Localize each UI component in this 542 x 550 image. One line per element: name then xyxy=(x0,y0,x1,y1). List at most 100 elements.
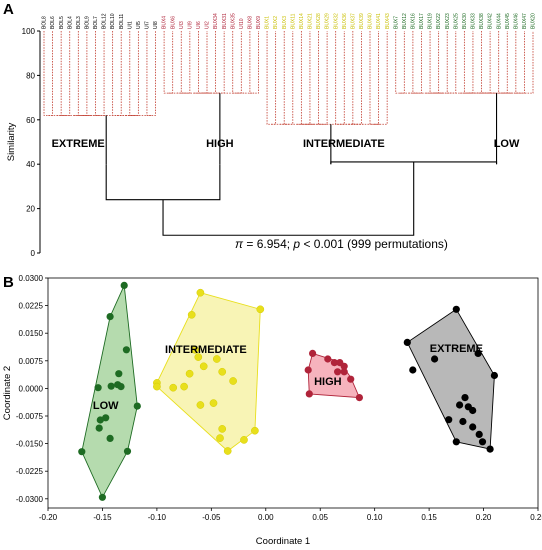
intermediate-point xyxy=(196,288,205,297)
scatter-x-tick-label: 0.10 xyxy=(367,513,383,522)
pi-value: = 6.954; xyxy=(243,237,293,251)
high-point xyxy=(347,375,355,383)
p-value: < 0.001 (999 permutations) xyxy=(300,237,448,251)
scatter-group-label: LOW xyxy=(93,400,119,412)
scatter-y-tick-label: 0.0300 xyxy=(19,274,44,283)
scatter-group-label: INTERMEDIATE xyxy=(165,344,247,356)
scatter-plot-frame xyxy=(47,277,539,509)
low-point xyxy=(133,402,141,410)
scatter-y-tick-label: 0.0225 xyxy=(19,302,44,311)
dendro-leaf-label: BUX47 xyxy=(522,13,528,29)
extreme-point xyxy=(486,445,494,453)
dendro-leaf-label: UI1 xyxy=(127,21,133,29)
dendro-leaf-label: UI8 xyxy=(153,21,159,29)
dendro-leaf-label: BUX14 xyxy=(299,13,305,29)
dendro-leaf-label: BOL11 xyxy=(119,14,125,29)
intermediate-point xyxy=(256,305,265,314)
dendro-leaf-label: BUX39 xyxy=(359,13,365,29)
panel-a-letter: A xyxy=(3,1,14,18)
dendro-high-link xyxy=(232,31,242,94)
scatter-x-label: Coordinate 1 xyxy=(256,536,310,547)
extreme-point xyxy=(409,366,417,374)
dendro-leaf-label: BUX12 xyxy=(402,13,408,29)
extreme-point xyxy=(456,401,464,409)
dendro-intermediate-link xyxy=(369,31,379,125)
high-point xyxy=(309,349,317,357)
dendro-leaf-label: BUX42 xyxy=(488,13,494,29)
dendro-leaf-label: BUX1 xyxy=(265,16,271,29)
dendro-intermediate-link xyxy=(335,31,345,125)
low-point xyxy=(102,414,110,422)
low-point xyxy=(120,281,128,289)
dendro-y-label: Similarity xyxy=(6,122,17,161)
scatter-group-label: EXTREME xyxy=(430,343,483,355)
dendro-extreme-link xyxy=(112,31,122,116)
dendro-intermediate-link xyxy=(374,31,388,125)
dendro-leaf-label: BUX25 xyxy=(453,13,459,29)
intermediate-point xyxy=(191,345,199,354)
dendro-leaf-label: BUX34 xyxy=(213,13,219,29)
low-point xyxy=(106,434,114,442)
extreme-point xyxy=(474,349,482,357)
low-point xyxy=(98,493,106,501)
dendro-leaf-label: BOL6 xyxy=(50,16,56,29)
dendro-leaf-label: BUX41 xyxy=(376,13,382,29)
dendro-leaf-label: BUX20 xyxy=(531,13,537,29)
extreme-point xyxy=(478,438,487,446)
dendro-leaf-label: BUX46 xyxy=(513,13,519,29)
dendro-high-link xyxy=(249,31,259,94)
extreme-point xyxy=(461,394,469,402)
p-symbol: p xyxy=(292,237,300,251)
dendro-intermediate-link xyxy=(300,31,311,125)
scatter-x-tick-label: 0.15 xyxy=(421,513,437,522)
dendro-low-link xyxy=(498,31,508,94)
dendro-leaf-label: BUX33 xyxy=(471,13,477,29)
intermediate-point xyxy=(218,367,227,376)
extreme-point xyxy=(469,406,477,415)
extreme-point xyxy=(403,338,411,346)
high-point xyxy=(330,359,338,367)
dendro-low-link xyxy=(481,31,491,94)
scatter-y-tick-label: -0.0150 xyxy=(16,440,44,449)
scatter-group-label: HIGH xyxy=(314,376,342,388)
dendro-leaf-label: BOL3 xyxy=(76,16,82,29)
dendro-high-link xyxy=(163,31,174,94)
dendro-leaf-label: BUX11 xyxy=(290,13,296,29)
dendro-leaf-label: UI5 xyxy=(136,21,142,29)
dendro-group-label: LOW xyxy=(494,138,520,150)
low-point xyxy=(117,383,125,391)
intermediate-point xyxy=(240,436,248,444)
dendro-high-link xyxy=(198,31,208,94)
extreme-point xyxy=(490,371,498,380)
dendro-leaf-label: BOL7 xyxy=(93,16,99,29)
dendro-y-tick-label: 0 xyxy=(31,249,36,258)
intermediate-point xyxy=(185,369,194,378)
dendro-high-link xyxy=(215,31,225,94)
extreme-point xyxy=(431,355,439,363)
dendro-y-tick-label: 20 xyxy=(26,205,35,214)
dendro-leaf-label: BOL4 xyxy=(67,16,73,29)
dendro-leaf-label: BUX36 xyxy=(342,13,348,29)
dendro-y-tick-label: 100 xyxy=(22,27,36,36)
scatter-x-tick-label: 0.05 xyxy=(312,513,328,522)
dendro-group-label: EXTREME xyxy=(52,138,105,150)
dendro-extreme-link xyxy=(43,31,53,116)
dendro-leaf-label: BOL10 xyxy=(110,13,116,29)
dendro-leaf-label: UI2 xyxy=(205,21,211,29)
dendro-leaf-label: BUX30 xyxy=(462,13,468,29)
intermediate-point xyxy=(223,447,232,455)
dendro-merge-root xyxy=(162,161,415,236)
low-point xyxy=(96,416,104,424)
dendro-low-link xyxy=(460,31,534,94)
scatter-x-tick-label: -0.15 xyxy=(93,513,112,522)
extreme-point xyxy=(469,423,477,431)
scatter-panel: -0.20 -0.15 -0.10 -0.05 0.00 0.05 0.10 0.15 0.20… xyxy=(2,274,542,547)
dendro-low-link xyxy=(412,31,422,94)
low-point xyxy=(94,384,102,392)
dendro-extreme-link xyxy=(129,31,139,116)
extreme-point xyxy=(452,438,460,446)
intermediate-point xyxy=(169,383,178,392)
dendro-leaf-label: BUX6 xyxy=(170,16,176,29)
